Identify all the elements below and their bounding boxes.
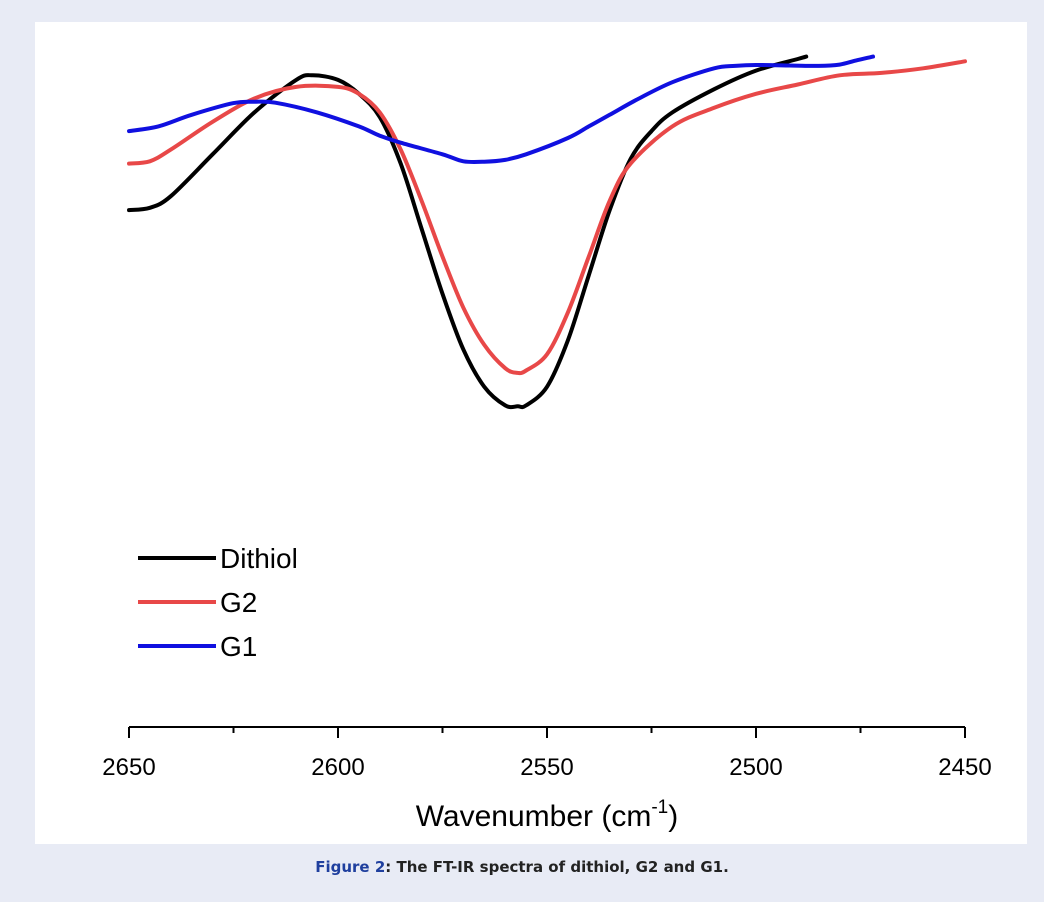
series-layer bbox=[127, 54, 967, 410]
ftir-chart: 2650 2600 2550 2500 2450 Wavenumber (cm-1) D… bbox=[102, 54, 992, 833]
series-line-dithiol bbox=[127, 54, 809, 410]
legend-label-g1: G1 bbox=[220, 631, 257, 662]
x-tick-label: 2550 bbox=[520, 754, 573, 781]
legend-label-g2: G2 bbox=[220, 587, 257, 618]
series-line-g1 bbox=[127, 54, 875, 165]
figure-label: Figure 2 bbox=[315, 858, 386, 876]
figure-panel: 2650 2600 2550 2500 2450 Wavenumber (cm-1) D… bbox=[35, 22, 1027, 844]
caption-separator: : bbox=[385, 858, 397, 876]
legend-label-dithiol: Dithiol bbox=[220, 543, 298, 574]
legend: Dithiol G2 G1 bbox=[138, 543, 298, 662]
x-tick-label: 2600 bbox=[311, 754, 364, 781]
x-tick-label: 2500 bbox=[729, 754, 782, 781]
series-line-g2 bbox=[127, 59, 967, 376]
caption-text: The FT-IR spectra of dithiol, G2 and G1. bbox=[396, 858, 729, 876]
x-axis-title: Wavenumber (cm-1) bbox=[416, 797, 679, 833]
x-tick-label: 2650 bbox=[102, 754, 155, 781]
figure-caption: Figure 2: The FT-IR spectra of dithiol, … bbox=[0, 858, 1044, 876]
x-tick-label: 2450 bbox=[938, 754, 991, 781]
x-ticks: 2650 2600 2550 2500 2450 bbox=[102, 727, 992, 781]
